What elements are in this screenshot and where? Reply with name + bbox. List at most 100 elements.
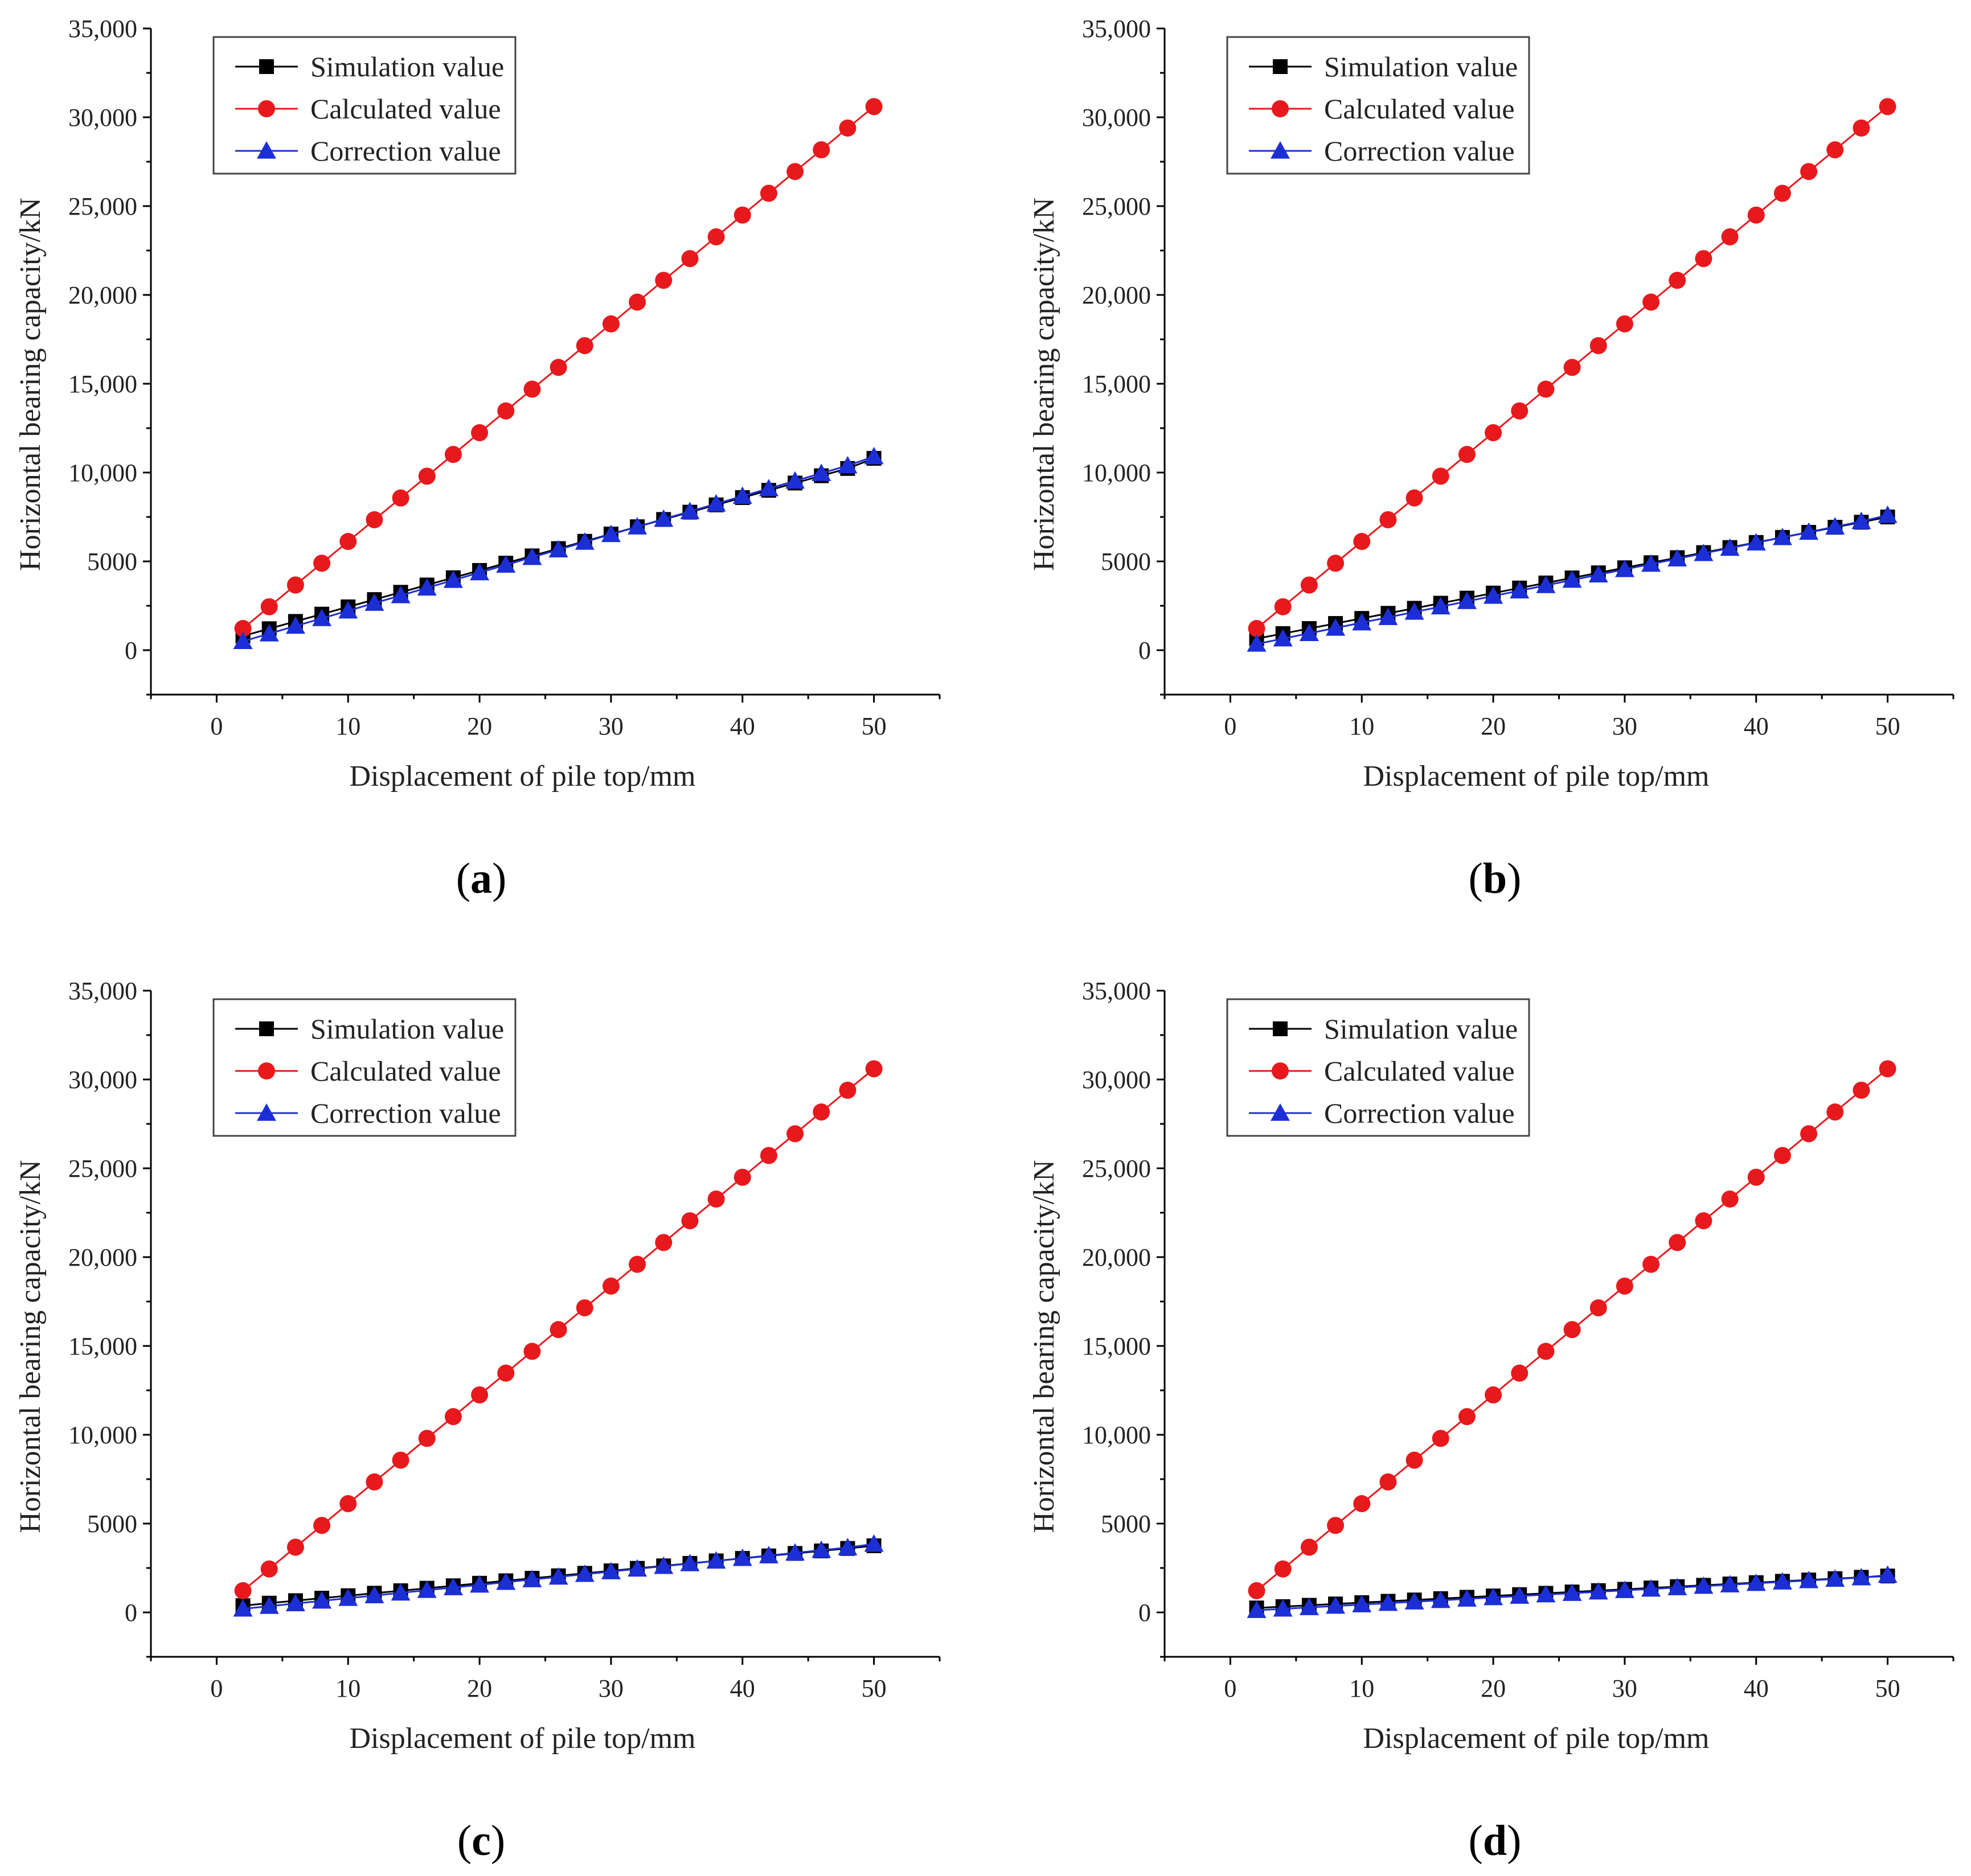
y-tick-label: 20,000 xyxy=(1082,1243,1151,1271)
data-point xyxy=(417,1581,437,1598)
data-point xyxy=(1405,1451,1423,1469)
data-point xyxy=(522,1570,542,1587)
data-point xyxy=(1404,1592,1424,1610)
y-tick-label: 5000 xyxy=(1101,548,1151,576)
data-point xyxy=(1300,1538,1318,1556)
data-point xyxy=(575,1564,595,1582)
chart-b: 0 5000 10,000 15,000 20,000 25,000 30,000 35,00… xyxy=(1028,15,1954,793)
data-point xyxy=(654,509,674,527)
y-axis-title: Horizontal bearing capacity/kN xyxy=(1028,198,1060,571)
legend-label: Calculated value xyxy=(310,93,501,125)
data-point xyxy=(1353,1495,1371,1513)
series-correction-value xyxy=(1247,1565,1898,1618)
x-tick-label: 0 xyxy=(1224,1674,1236,1702)
x-tick-label: 0 xyxy=(210,1674,223,1702)
data-point xyxy=(1537,1343,1555,1360)
data-point xyxy=(259,623,279,642)
data-point xyxy=(286,576,304,594)
x-tick-label: 40 xyxy=(1744,1674,1769,1702)
data-point xyxy=(1721,1190,1739,1208)
x-axis-title: Displacement of pile top/mm xyxy=(350,1722,696,1755)
legend-label: Simulation value xyxy=(310,1013,504,1045)
data-point xyxy=(1616,315,1633,332)
data-point xyxy=(1720,1575,1740,1592)
data-point xyxy=(1379,511,1397,528)
x-tick-label: 10 xyxy=(1349,1674,1374,1702)
legend-label: Calculated value xyxy=(310,1055,501,1087)
data-point xyxy=(1536,576,1556,593)
x-tick-label: 0 xyxy=(210,712,223,740)
data-point xyxy=(338,601,358,619)
data-point xyxy=(813,1103,830,1121)
y-tick-label: 10,000 xyxy=(1082,1421,1151,1449)
data-point xyxy=(1695,250,1712,268)
data-point xyxy=(550,359,567,376)
data-point xyxy=(575,532,595,550)
data-point xyxy=(1747,206,1765,224)
chart-c: 0 5000 10,000 15,000 20,000 25,000 30,000 35,00… xyxy=(14,977,941,1755)
data-point xyxy=(548,540,568,558)
legend-marker xyxy=(257,1103,276,1121)
y-tick-label: 30,000 xyxy=(68,104,137,132)
legend: Simulation value Calculated value Correcti… xyxy=(1226,36,1530,175)
y-tick-label: 0 xyxy=(125,1599,137,1627)
data-point xyxy=(628,517,648,535)
data-point xyxy=(391,585,411,604)
data-point xyxy=(312,609,332,626)
data-point xyxy=(1431,597,1450,615)
data-point xyxy=(1484,1587,1503,1606)
data-point xyxy=(1641,554,1661,572)
data-point xyxy=(392,1451,409,1469)
data-point xyxy=(680,502,700,519)
x-tick-label: 30 xyxy=(1612,1674,1637,1702)
data-point xyxy=(1326,1596,1346,1614)
data-point xyxy=(1536,1584,1556,1603)
x-tick-label: 30 xyxy=(599,712,624,740)
chart-d: 0 5000 10,000 15,000 20,000 25,000 30,000 35,00… xyxy=(1028,977,1954,1755)
data-point xyxy=(1299,623,1319,641)
legend-label: Correction value xyxy=(310,135,501,167)
data-point xyxy=(734,1168,751,1186)
data-point xyxy=(339,1495,357,1513)
data-point xyxy=(681,1212,699,1230)
data-point xyxy=(1851,1567,1871,1586)
y-tick-label: 15,000 xyxy=(1082,1332,1151,1360)
data-point xyxy=(576,337,593,355)
series-correction-value xyxy=(233,1534,884,1617)
x-tick-label: 30 xyxy=(599,1674,624,1702)
data-point xyxy=(1327,555,1345,572)
y-tick-label: 0 xyxy=(125,637,137,664)
data-point xyxy=(1458,446,1476,463)
data-point xyxy=(864,446,884,465)
x-axis-title: Displacement of pile top/mm xyxy=(1363,1722,1710,1755)
data-point xyxy=(839,1081,857,1099)
legend: Simulation value Calculated value Correcti… xyxy=(1226,998,1530,1137)
panel-label-d: (d) xyxy=(1468,1817,1522,1865)
data-point xyxy=(734,206,751,224)
data-point xyxy=(522,547,542,565)
y-axis-title: Horizontal bearing capacity/kN xyxy=(14,1160,47,1533)
data-point xyxy=(1826,1103,1844,1121)
panel-label-b: (b) xyxy=(1468,855,1522,902)
legend-label: Calculated value xyxy=(1324,1055,1515,1087)
data-point xyxy=(785,1543,805,1561)
data-point xyxy=(786,163,804,180)
data-point xyxy=(260,598,278,615)
data-point xyxy=(1720,538,1740,556)
data-point xyxy=(706,494,726,512)
data-point xyxy=(1563,1321,1581,1339)
data-point xyxy=(1378,1593,1398,1611)
data-point xyxy=(1457,1589,1477,1607)
data-point xyxy=(838,455,858,474)
x-tick-label: 40 xyxy=(730,712,755,740)
data-point xyxy=(1352,1595,1372,1612)
data-point xyxy=(760,1147,777,1164)
data-point xyxy=(1589,1299,1607,1317)
data-point xyxy=(1378,607,1398,625)
data-point xyxy=(338,1588,358,1606)
data-point xyxy=(444,446,462,463)
x-tick-label: 40 xyxy=(730,1674,755,1702)
data-point xyxy=(313,555,331,572)
data-point xyxy=(839,119,857,137)
y-tick-label: 5000 xyxy=(1101,1510,1151,1538)
